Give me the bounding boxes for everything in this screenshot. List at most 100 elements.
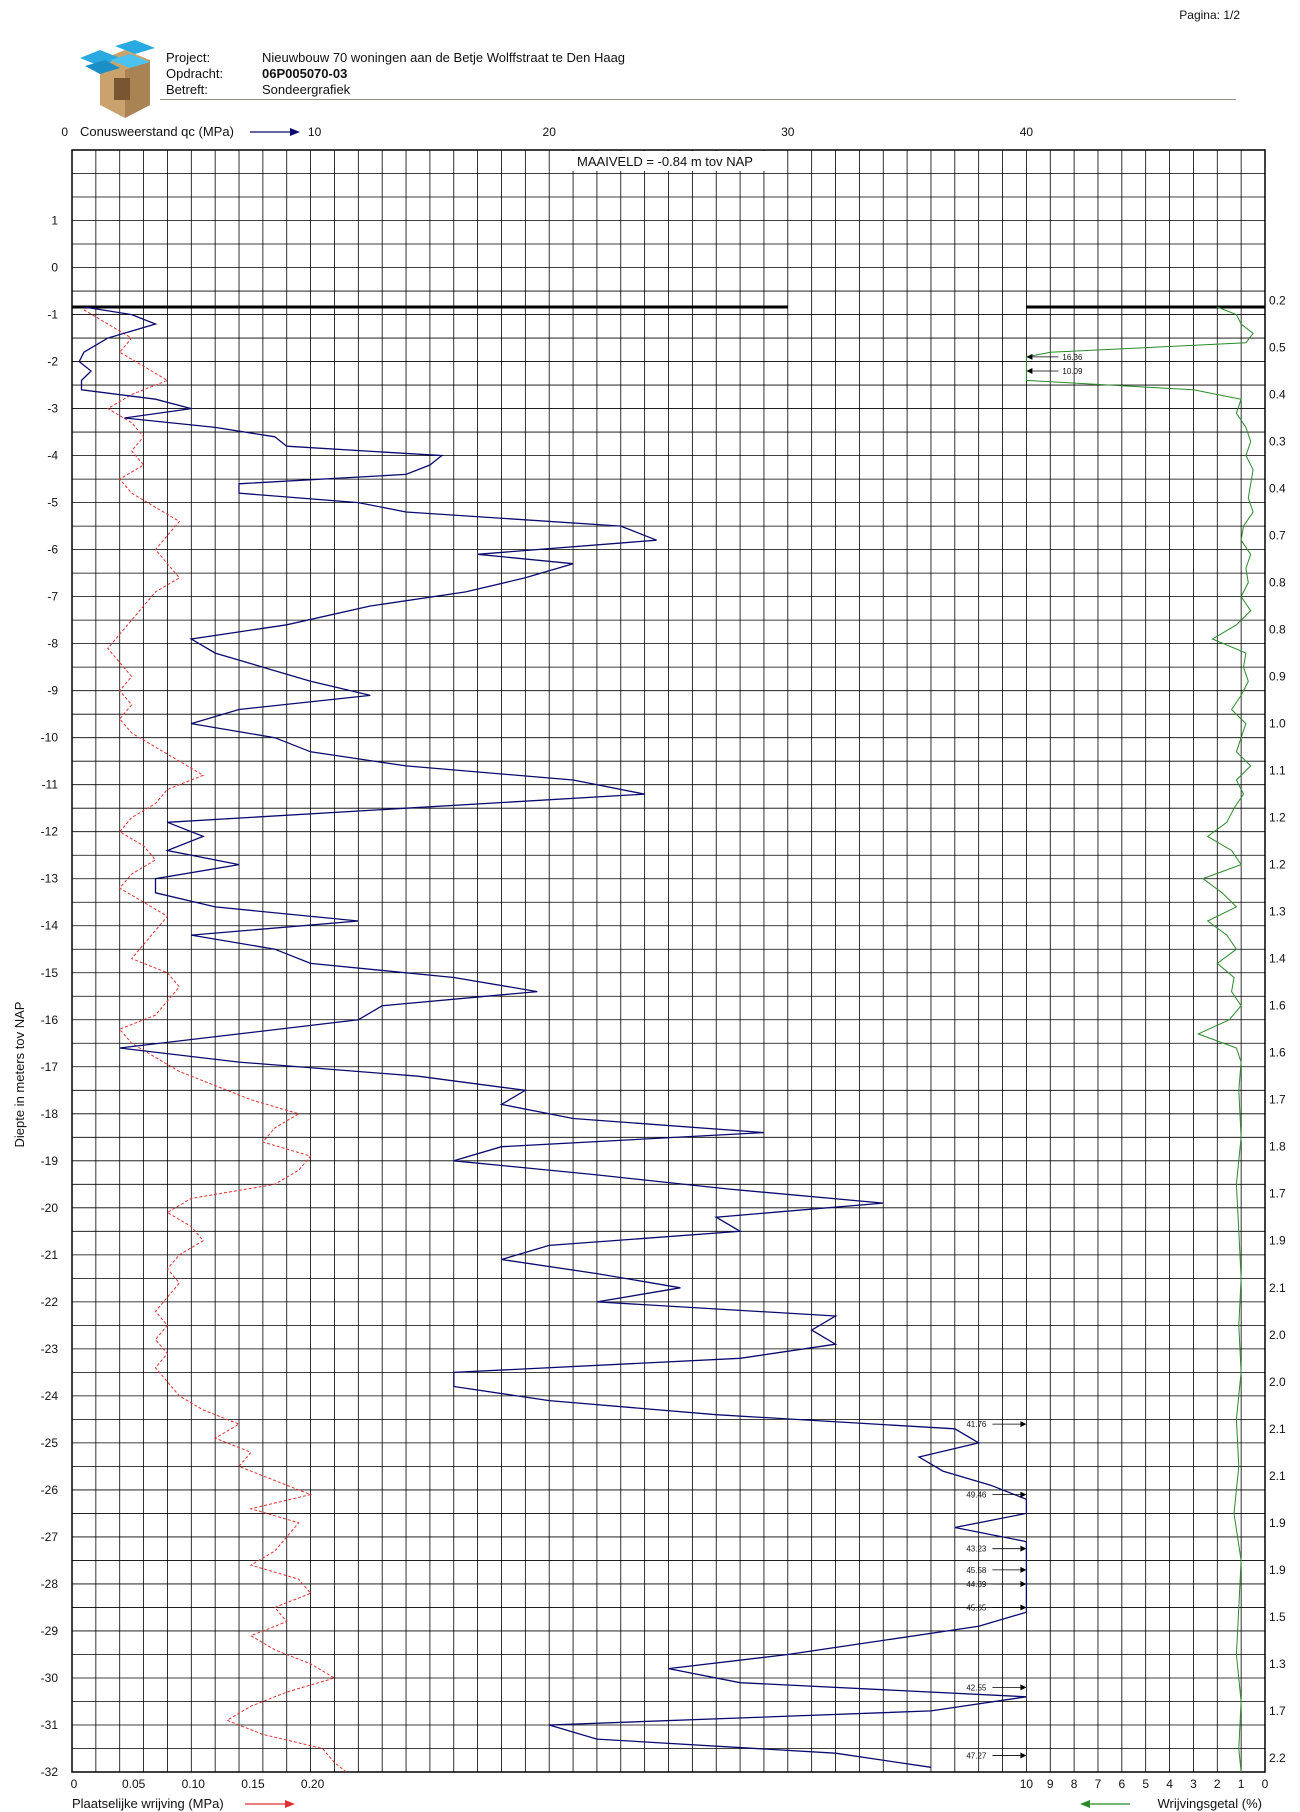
y-axis-tick-label: -12 bbox=[41, 825, 59, 839]
y-axis-tick-label: -4 bbox=[47, 449, 58, 463]
bottom-right-tick-label: 7 bbox=[1095, 1777, 1102, 1791]
rf-value-label: 1.9 bbox=[1269, 1516, 1286, 1530]
rf-value-label: 0.9 bbox=[1269, 670, 1286, 684]
rf-value-label: 0.7 bbox=[1269, 529, 1286, 543]
rf-value-label: 1.7 bbox=[1269, 1187, 1286, 1201]
rf-value-label: 1.3 bbox=[1269, 905, 1286, 919]
rf-value-label: 0.4 bbox=[1269, 387, 1286, 401]
y-axis-tick-label: -32 bbox=[41, 1765, 59, 1779]
qc-overflow-label: 43.23 bbox=[966, 1545, 987, 1554]
y-axis-tick-label: -15 bbox=[41, 966, 59, 980]
y-axis-tick-label: -1 bbox=[47, 308, 58, 322]
bottom-right-tick-label: 6 bbox=[1118, 1777, 1125, 1791]
y-axis-tick-label: -23 bbox=[41, 1342, 59, 1356]
top-axis-tick-label: 20 bbox=[543, 125, 557, 139]
rf-value-label: 2.1 bbox=[1269, 1422, 1286, 1436]
fs-series-line bbox=[83, 309, 347, 1773]
bottom-left-tick-label: 0.15 bbox=[241, 1777, 265, 1791]
qc-overflow-label: 45.65 bbox=[966, 1603, 987, 1612]
y-axis-tick-label: -26 bbox=[41, 1483, 59, 1497]
qc-overflow-arrow-head bbox=[1020, 1580, 1027, 1587]
qc-overflow-label: 49.46 bbox=[966, 1491, 987, 1500]
project-value: Nieuwbouw 70 woningen aan de Betje Wolff… bbox=[262, 50, 626, 65]
chart-marks bbox=[78, 306, 1254, 1773]
rf-value-label: 0.2 bbox=[1269, 293, 1286, 307]
rf-value-label: 1.6 bbox=[1269, 1046, 1286, 1060]
y-axis-tick-label: -24 bbox=[41, 1389, 59, 1403]
rf-overflow-arrow-head bbox=[1026, 367, 1033, 374]
bottom-right-tick-label: 2 bbox=[1214, 1777, 1221, 1791]
qc-overflow-arrow-head bbox=[1020, 1545, 1027, 1552]
opdracht-label: Opdracht: bbox=[166, 66, 224, 81]
y-axis-tick-label: -7 bbox=[47, 590, 58, 604]
y-axis-tick-label: -19 bbox=[41, 1154, 59, 1168]
rf-value-label: 1.9 bbox=[1269, 1234, 1286, 1248]
betreft-label: Betreft: bbox=[166, 82, 208, 97]
y-axis-tick-label: -10 bbox=[41, 731, 59, 745]
qc-overflow-label: 47.27 bbox=[966, 1752, 987, 1761]
qc-overflow-arrow-head bbox=[1020, 1752, 1027, 1759]
y-axis-tick-label: -25 bbox=[41, 1436, 59, 1450]
y-axis-tick-label: -3 bbox=[47, 402, 58, 416]
y-axis-tick-label: -11 bbox=[42, 778, 59, 792]
bottom-right-tick-label: 9 bbox=[1047, 1777, 1054, 1791]
bottom-right-tick-label: 3 bbox=[1190, 1777, 1197, 1791]
bottom-right-tick-label: 0 bbox=[1262, 1777, 1269, 1791]
top-axis-title: Conusweerstand qc (MPa) bbox=[80, 124, 234, 139]
qc-overflow-arrow-head bbox=[1020, 1566, 1027, 1573]
betreft-value: Sondeergrafiek bbox=[262, 82, 351, 97]
rf-value-label: 1.1 bbox=[1269, 764, 1286, 778]
rf-value-label: 1.2 bbox=[1269, 858, 1286, 872]
qc-overflow-arrow-head bbox=[1020, 1684, 1027, 1691]
maaiveld-box bbox=[553, 151, 778, 171]
rf-value-label: 1.6 bbox=[1269, 999, 1286, 1013]
rf-value-label: 1.7 bbox=[1269, 1093, 1286, 1107]
header-rule bbox=[160, 99, 1236, 100]
bottom-right-tick-label: 5 bbox=[1142, 1777, 1149, 1791]
bottom-left-tick-label: 0.10 bbox=[182, 1777, 206, 1791]
y-axis-tick-label: -28 bbox=[41, 1577, 59, 1591]
qc-overflow-label: 42.55 bbox=[966, 1683, 987, 1692]
bottom-right-tick-label: 1 bbox=[1238, 1777, 1245, 1791]
rf-overflow-arrow-head bbox=[1026, 353, 1033, 360]
top-axis-tick-label: 40 bbox=[1020, 125, 1034, 139]
rf-value-label: 2.0 bbox=[1269, 1328, 1286, 1342]
y-axis-tick-label: -18 bbox=[41, 1107, 59, 1121]
bottom-left-axis-title: Plaatselijke wrijving (MPa) bbox=[72, 1796, 224, 1811]
qc-overflow-arrow-head bbox=[1020, 1421, 1027, 1428]
rf-value-label: 1.5 bbox=[1269, 1610, 1286, 1624]
y-axis-tick-label: -2 bbox=[47, 355, 58, 369]
bottom-right-axis-title: Wrijvingsgetal (%) bbox=[1157, 1796, 1262, 1811]
page-number: Pagina: 1/2 bbox=[1179, 8, 1240, 22]
rf-value-label: 2.2 bbox=[1269, 1751, 1286, 1765]
plot-frame bbox=[71, 149, 1266, 1773]
y-axis-tick-label: -16 bbox=[41, 1013, 59, 1027]
bottom-right-tick-label: 4 bbox=[1166, 1777, 1173, 1791]
rf-value-label: 1.7 bbox=[1269, 1704, 1286, 1718]
y-axis-tick-label: -17 bbox=[41, 1060, 59, 1074]
qc-overflow-label: 44.39 bbox=[966, 1580, 987, 1589]
y-axis-tick-label: -8 bbox=[47, 637, 58, 651]
bottom-right-tick-label: 10 bbox=[1020, 1777, 1034, 1791]
maaiveld-label: MAAIVELD = -0.84 m tov NAP bbox=[577, 154, 753, 169]
rf-value-label: 0.5 bbox=[1269, 340, 1286, 354]
top-axis-tick-label: 30 bbox=[781, 125, 795, 139]
y-axis-tick-label: -14 bbox=[41, 919, 59, 933]
y-axis-tick-label: 1 bbox=[51, 214, 58, 228]
qc-series-line bbox=[78, 306, 1028, 1768]
bottom-right-tick-label: 8 bbox=[1071, 1777, 1078, 1791]
rf-value-label: 1.2 bbox=[1269, 811, 1286, 825]
rf-legend-arrow bbox=[1080, 1800, 1090, 1808]
chart-grid bbox=[71, 149, 1266, 1773]
y-axis-tick-label: -9 bbox=[47, 684, 58, 698]
y-axis-tick-label: 0 bbox=[51, 261, 58, 275]
rf-value-label: 0.4 bbox=[1269, 482, 1286, 496]
bottom-left-tick-label: 0.20 bbox=[301, 1777, 325, 1791]
rf-value-label: 0.3 bbox=[1269, 434, 1286, 448]
rf-value-label: 2.0 bbox=[1269, 1375, 1286, 1389]
y-axis-tick-label: -6 bbox=[47, 543, 58, 557]
bottom-left-tick-label: 0.05 bbox=[122, 1777, 146, 1791]
rf-value-label: 2.1 bbox=[1269, 1281, 1286, 1295]
